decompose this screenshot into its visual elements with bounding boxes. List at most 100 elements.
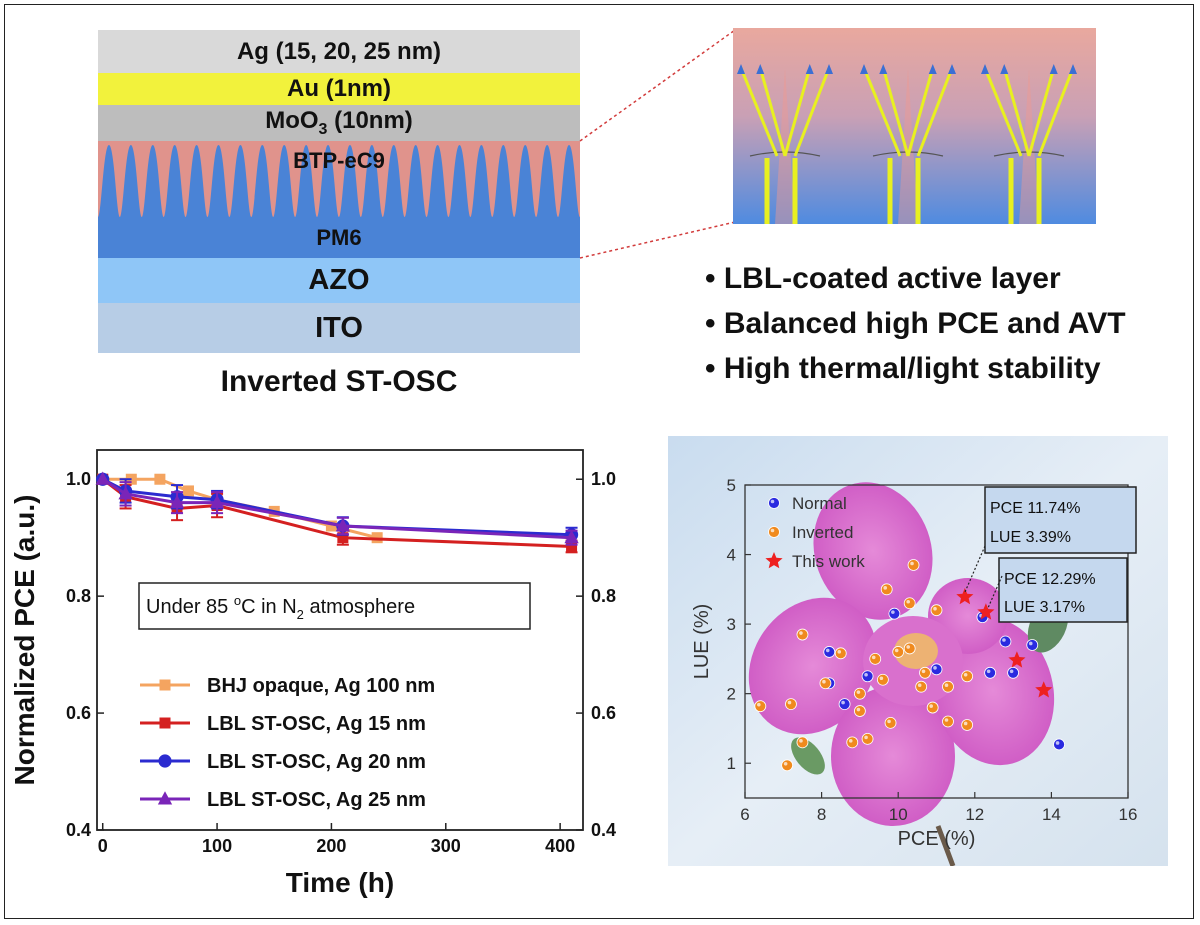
data-marker: [846, 736, 859, 749]
marker-highlight: [963, 672, 968, 677]
donor-fingers: [98, 145, 580, 258]
marker-highlight: [883, 586, 888, 590]
feature-list: • LBL-coated active layer • Balanced hig…: [705, 256, 1185, 391]
y-tick-label: 0.8: [66, 586, 91, 606]
plot-frame: [744, 484, 1129, 799]
data-marker: [961, 670, 974, 683]
lue-legend: Normal Inverted This work: [765, 494, 865, 571]
callout-2-pce: PCE 12.29%: [1004, 571, 1096, 588]
data-marker: [118, 486, 133, 500]
y-tick-label: 2: [727, 685, 736, 704]
legend-label: Normal: [792, 494, 847, 513]
layer-moo3-label: MoO3 (10nm): [265, 107, 413, 138]
data-marker: [781, 759, 794, 772]
callout-1-pointer: [964, 545, 986, 593]
flower-photo: [748, 482, 1069, 866]
arrow-head: [1000, 64, 1009, 74]
data-marker: [1035, 681, 1053, 698]
plot-frame: [96, 449, 584, 831]
x-tick-label: 14: [1042, 805, 1061, 824]
annotation-box: [138, 582, 531, 630]
scattered-ray: [1027, 67, 1056, 157]
series-group: [754, 559, 974, 772]
marker-highlight: [910, 561, 914, 566]
feature-item: • High thermal/light stability: [705, 352, 1101, 385]
marker-highlight: [933, 606, 937, 611]
data-marker: [919, 666, 931, 679]
layer-au-label: Au (1nm): [287, 75, 391, 102]
layer-ag-label: Ag (15, 20, 25 nm): [236, 37, 442, 65]
y-tick-label: 0.6: [66, 703, 91, 723]
feature-item: • Balanced high PCE and AVT: [705, 307, 1126, 340]
marker-highlight: [822, 679, 826, 684]
marker-highlight: [848, 739, 853, 743]
legend-label: LBL ST-OSC, Ag 20 nm: [207, 751, 426, 773]
marker-highlight: [906, 599, 910, 604]
marker-highlight: [770, 499, 775, 504]
x-tick-label: 16: [1119, 805, 1138, 824]
scattered-ray: [906, 67, 935, 157]
series-group: [97, 473, 578, 554]
y-tick-label-right: 0.8: [591, 586, 616, 606]
legend-label: BHJ opaque, Ag 100 nm: [207, 675, 435, 697]
annotation-text: Under 85 oC in N2 atmosphere: [146, 593, 415, 622]
data-marker: [785, 698, 797, 711]
arrow-head: [1069, 64, 1077, 74]
data-marker: [880, 583, 893, 596]
marker-highlight: [757, 702, 761, 707]
data-marker: [157, 791, 173, 805]
data-marker: [169, 494, 185, 509]
arrow-head: [805, 64, 814, 74]
data-marker: [159, 717, 171, 729]
x-tick-label: 300: [431, 836, 461, 856]
data-marker: [930, 663, 943, 676]
marker-highlight: [864, 735, 868, 740]
x-tick-label: 10: [889, 805, 908, 824]
data-marker: [754, 700, 767, 713]
scattered-ray: [983, 67, 1023, 157]
series-group: [956, 588, 1053, 698]
data-marker: [876, 673, 889, 686]
scattered-ray: [1037, 67, 1075, 157]
marker-highlight: [944, 683, 949, 688]
data-marker: [1026, 639, 1039, 651]
data-marker: [182, 485, 194, 497]
marker-highlight: [933, 666, 937, 670]
light-cone: [1019, 68, 1039, 224]
data-marker: [325, 520, 337, 532]
arrow-head: [928, 64, 937, 74]
data-marker: [159, 679, 171, 691]
marker-highlight: [864, 672, 868, 677]
x-tick-label: 400: [545, 836, 575, 856]
data-marker: [869, 652, 882, 665]
series-line: [101, 477, 572, 540]
data-marker: [999, 635, 1012, 648]
marker-highlight: [1002, 638, 1006, 642]
data-marker: [765, 552, 783, 569]
legend-label: This work: [792, 552, 865, 571]
x-tick-label: 100: [202, 836, 232, 856]
data-marker: [566, 540, 578, 552]
stability-legend: BHJ opaque, Ag 100 nm LBL ST-OSC, Ag 15 n…: [140, 675, 435, 811]
arrow-head: [948, 64, 956, 74]
marker-highlight: [894, 648, 899, 653]
data-marker: [977, 603, 995, 620]
lue-series: [754, 559, 1065, 772]
marker-highlight: [1009, 669, 1014, 674]
data-marker: [768, 526, 780, 538]
callout-1-lue: LUE 3.39%: [990, 529, 1071, 546]
marker-highlight: [799, 739, 803, 743]
marker-highlight: [1028, 641, 1033, 646]
data-marker: [1008, 651, 1026, 668]
data-marker: [819, 677, 832, 690]
layer-ito: ITO: [98, 303, 580, 353]
marker-highlight: [929, 704, 933, 708]
light-rays: [737, 64, 1077, 224]
data-marker: [158, 754, 172, 768]
data-marker: [926, 701, 939, 714]
y-tick-label-right: 0.6: [591, 703, 616, 723]
marker-highlight: [986, 669, 991, 674]
marker-highlight: [871, 655, 876, 660]
